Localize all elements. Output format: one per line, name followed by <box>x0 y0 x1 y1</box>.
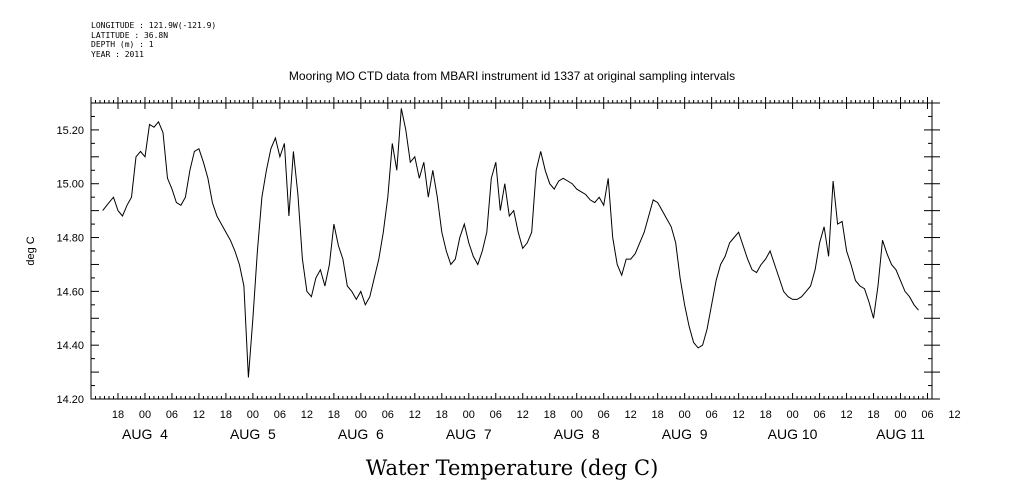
x-axis-title: Water Temperature (deg C) <box>366 456 659 480</box>
x-day-label: AUG 10 <box>768 426 818 442</box>
x-hour-label: 18 <box>220 409 232 421</box>
x-hour-label: 12 <box>517 409 529 421</box>
x-day-label: AUG 7 <box>446 426 492 442</box>
y-tick-label: 15.20 <box>56 125 84 137</box>
x-hour-label: 00 <box>139 409 151 421</box>
y-tick-label: 14.20 <box>56 394 84 406</box>
x-day-label: AUG 9 <box>662 426 708 442</box>
x-hour-label: 00 <box>247 409 259 421</box>
x-hour-label: 18 <box>112 409 124 421</box>
x-hour-label: 00 <box>786 409 798 421</box>
year-label: YEAR : 2011 <box>91 49 144 59</box>
x-hour-label: 12 <box>193 409 205 421</box>
x-hour-label: 06 <box>166 409 178 421</box>
x-axis: 18 00 06 12 18 00 06 12 18 00 06 12 18 00 06 12 18 00 06 12… <box>90 97 961 442</box>
x-hour-label: 06 <box>706 409 718 421</box>
longitude-label: LONGITUDE : 121.9W(-121.9) <box>91 21 217 30</box>
x-hour-label: 18 <box>759 409 771 421</box>
x-hour-label: 12 <box>409 409 421 421</box>
y-axis-label: deg C <box>25 236 37 265</box>
x-hour-label: 06 <box>921 409 933 421</box>
x-hour-label: 12 <box>840 409 852 421</box>
x-hour-label: 06 <box>598 409 610 421</box>
metadata-block: LONGITUDE : 121.9W(-121.9) LATITUDE : 36… <box>91 21 216 59</box>
y-tick-label: 14.80 <box>56 233 84 245</box>
x-hour-label: 12 <box>625 409 637 421</box>
depth-label: DEPTH (m) : 1 <box>91 40 154 49</box>
x-hour-label: 00 <box>894 409 906 421</box>
y-tick-label: 14.40 <box>56 340 84 352</box>
x-hour-label: 18 <box>652 409 664 421</box>
x-hour-label: 12 <box>301 409 313 421</box>
x-hour-label: 06 <box>813 409 825 421</box>
x-hour-label: 18 <box>544 409 556 421</box>
y-axis: 14.20 14.40 14.60 14.80 15.00 15.20 <box>56 102 940 406</box>
x-hour-label: 00 <box>463 409 475 421</box>
series-line-water-temperature <box>102 108 919 378</box>
x-day-label: AUG 8 <box>554 426 600 442</box>
x-hour-label: 00 <box>679 409 691 421</box>
x-hour-label: 18 <box>436 409 448 421</box>
x-hour-label: 06 <box>490 409 502 421</box>
x-hour-label: 12 <box>732 409 744 421</box>
x-day-label: AUG 11 <box>876 426 925 442</box>
latitude-label: LATITUDE : 36.8N <box>91 30 169 40</box>
y-tick-label: 14.60 <box>56 286 84 298</box>
x-hour-label: 00 <box>571 409 583 421</box>
x-hour-label: 00 <box>355 409 367 421</box>
x-hour-label: 06 <box>274 409 286 421</box>
x-hour-label: 06 <box>382 409 394 421</box>
x-hour-label: 12 <box>948 409 960 421</box>
chart-title: Mooring MO CTD data from MBARI instrumen… <box>289 69 735 83</box>
x-day-label: AUG 6 <box>338 426 384 442</box>
plot-frame <box>90 102 933 400</box>
x-day-label: AUG 4 <box>122 426 168 442</box>
x-hour-label: 18 <box>867 409 879 421</box>
y-tick-label: 15.00 <box>56 179 84 191</box>
x-hour-label: 18 <box>328 409 340 421</box>
x-day-label: AUG 5 <box>230 426 276 442</box>
